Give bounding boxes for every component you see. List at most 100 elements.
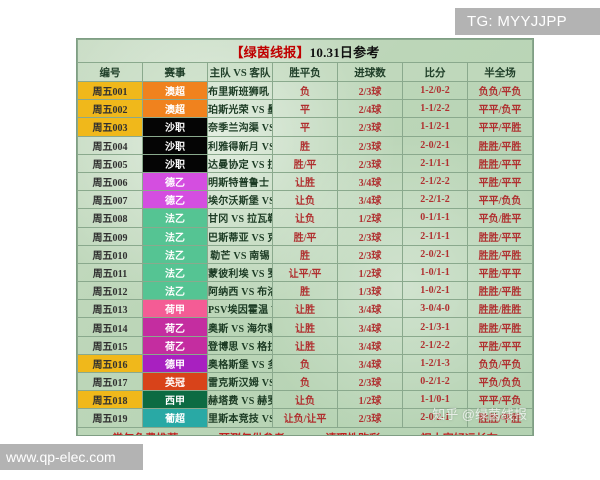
cell-match: 登博思 VS 格拉夫夏普 xyxy=(207,335,273,355)
cell-half: 平胜/平平 xyxy=(467,171,533,192)
forecast-table: 【绿茵线报】10.31日参考 编号 赛事 主队 VS 客队 胜平负 进球数 比分… xyxy=(77,39,533,435)
cell-result: 让负 xyxy=(272,208,338,228)
footer-item: 请理性购彩 xyxy=(325,430,380,435)
report-card: 【绿茵线报】10.31日参考 编号 赛事 主队 VS 客队 胜平负 进球数 比分… xyxy=(76,38,534,436)
cell-no: 周五013 xyxy=(77,299,143,319)
cell-goals: 2/3球 xyxy=(337,226,403,246)
cell-goals: 3/4球 xyxy=(337,299,403,319)
cell-goals: 3/4球 xyxy=(337,190,403,210)
cell-league: 澳超 xyxy=(142,99,208,119)
cell-score: 1-1/2-1 xyxy=(402,117,468,137)
cell-goals: 3/4球 xyxy=(337,317,403,337)
cell-league: 法乙 xyxy=(142,208,208,228)
cell-goals: 2/3球 xyxy=(337,244,403,264)
column-header-league: 赛事 xyxy=(142,62,208,82)
cell-half: 平胜/平平 xyxy=(467,262,533,283)
cell-result: 负 xyxy=(272,80,338,101)
cell-match: 利雅得新月 VS 利雅得青年 xyxy=(207,135,273,155)
cell-half: 胜胜/平胜 xyxy=(467,244,533,264)
cell-half: 平负/胜平 xyxy=(467,208,533,228)
cell-match: 甘冈 VS 拉瓦勒 xyxy=(207,208,273,228)
cell-league: 沙职 xyxy=(142,153,208,173)
cell-no: 周五005 xyxy=(77,153,143,173)
cell-league: 德乙 xyxy=(142,171,208,192)
cell-score: 1-0/1-1 xyxy=(402,262,468,283)
cell-match: 赫塔费 VS 赫罗纳 xyxy=(207,390,273,410)
cell-league: 英冠 xyxy=(142,371,208,392)
cell-result: 胜 xyxy=(272,135,338,155)
cell-no: 周五016 xyxy=(77,353,143,374)
cell-result: 让胜 xyxy=(272,299,338,319)
cell-goals: 1/2球 xyxy=(337,390,403,410)
cell-no: 周五008 xyxy=(77,208,143,228)
cell-half: 平平/负平 xyxy=(467,99,533,119)
cell-league: 荷乙 xyxy=(142,335,208,355)
footer-item: 常年免费推荐 xyxy=(112,430,178,435)
column-header-half: 半全场 xyxy=(467,62,533,82)
cell-half: 胜胜/胜胜 xyxy=(467,299,533,319)
cell-match: 奥格斯堡 VS 多特蒙德 xyxy=(207,353,273,374)
cell-goals: 2/3球 xyxy=(337,153,403,173)
cell-half: 平平/负负 xyxy=(467,190,533,210)
column-header-result: 胜平负 xyxy=(272,62,338,82)
cell-score: 2-1/2-2 xyxy=(402,335,468,355)
cell-result: 让胜 xyxy=(272,317,338,337)
cell-no: 周五009 xyxy=(77,226,143,246)
cell-no: 周五012 xyxy=(77,281,143,301)
cell-result: 让胜 xyxy=(272,171,338,192)
cell-result: 让平/平 xyxy=(272,262,338,283)
cell-result: 平 xyxy=(272,99,338,119)
cell-half: 胜胜/平胜 xyxy=(467,408,533,428)
cell-match: PSV埃因霍温 VS 福图纳锡塔德 xyxy=(207,299,273,319)
cell-no: 周五018 xyxy=(77,390,143,410)
table-row: 周五010 法乙 勒芒 VS 南锡胜 2/3球 2-0/2-1 胜胜/平胜 xyxy=(77,244,533,264)
table-header-row: 编号 赛事 主队 VS 客队 胜平负 进球数 比分 半全场 xyxy=(77,62,533,82)
cell-no: 周五007 xyxy=(77,190,143,210)
cell-score: 3-0/4-0 xyxy=(402,299,468,319)
cell-no: 周五011 xyxy=(77,262,143,283)
cell-match: 达曼协定 VS 拉斯决心 xyxy=(207,153,273,173)
cell-league: 法乙 xyxy=(142,262,208,283)
cell-no: 周五019 xyxy=(77,408,143,428)
cell-result: 负 xyxy=(272,353,338,374)
cell-league: 德甲 xyxy=(142,353,208,374)
cell-result: 胜/平 xyxy=(272,153,338,173)
cell-half: 胜胜/平胜 xyxy=(467,281,533,301)
cell-goals: 1/2球 xyxy=(337,262,403,283)
cell-league: 荷乙 xyxy=(142,317,208,337)
cell-goals: 2/3球 xyxy=(337,80,403,101)
cell-match: 雷克斯汉姆 VS 考文垂 xyxy=(207,371,273,392)
cell-half: 平平/平胜 xyxy=(467,117,533,137)
cell-league: 沙职 xyxy=(142,135,208,155)
title-date: 10.31日参考 xyxy=(309,44,380,60)
site-url-banner: www.qp-elec.com xyxy=(0,444,143,470)
cell-result: 让胜 xyxy=(272,335,338,355)
cell-score: 2-1/1-1 xyxy=(402,226,468,246)
report-title: 【绿茵线报】10.31日参考 xyxy=(77,39,533,63)
cell-no: 周五006 xyxy=(77,171,143,192)
cell-result: 让负 xyxy=(272,190,338,210)
cell-league: 沙职 xyxy=(142,117,208,137)
cell-score: 2-0/2-1 xyxy=(402,244,468,264)
telegram-banner: TG: MYYJJPP xyxy=(455,8,600,35)
cell-no: 周五010 xyxy=(77,244,143,264)
cell-no: 周五003 xyxy=(77,117,143,137)
cell-match: 明斯特普鲁士 VS 基尔 xyxy=(207,171,273,192)
title-row: 【绿茵线报】10.31日参考 xyxy=(77,39,533,63)
cell-match: 奥斯 VS 海尔蒙特 xyxy=(207,317,273,337)
cell-match: 布里斯班狮吼 VS 墨尔本城 xyxy=(207,80,273,101)
cell-score: 0-1/1-1 xyxy=(402,208,468,228)
cell-result: 胜 xyxy=(272,244,338,264)
cell-score: 1-0/2-1 xyxy=(402,281,468,301)
cell-score: 1-1/0-1 xyxy=(402,390,468,410)
cell-score: 2-1/3-1 xyxy=(402,317,468,337)
cell-half: 负负/平负 xyxy=(467,80,533,101)
